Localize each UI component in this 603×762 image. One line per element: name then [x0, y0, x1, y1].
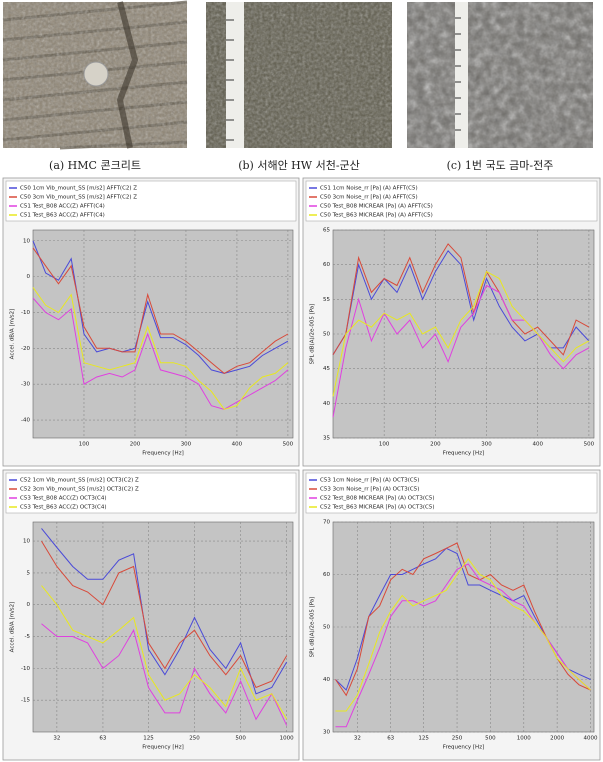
y-tick-label: 45: [323, 366, 330, 372]
x-tick-label: 300: [181, 442, 192, 448]
legend-label: C52 1cm Vib_mount_SS [m/s2] OCT3(C2) Z: [20, 478, 139, 484]
series-line: [41, 528, 288, 695]
series-line: [41, 623, 288, 726]
x-axis-label: Frequency [Hz]: [443, 745, 484, 751]
y-tick-label: 50: [323, 625, 330, 631]
y-tick-label: 70: [323, 520, 330, 526]
legend-label: C52 3cm Vib_mount_SS [m/s2] OCT3(C2) Z: [20, 487, 139, 493]
photo-national-road-1: [407, 2, 593, 148]
legend-box: [305, 180, 598, 222]
y-tick-label: 35: [323, 436, 330, 442]
x-tick-label: 125: [418, 736, 429, 742]
y-tick-label: 65: [323, 228, 330, 234]
y-axis-label: SPL dB(A)/2e-005 [Pa]: [310, 304, 316, 365]
x-tick-label: 4000: [584, 736, 598, 742]
series-line: [41, 585, 288, 720]
legend-label: C51 1cm Noise_rr [Pa] (A) AFFT(C5): [320, 186, 418, 192]
series-line: [32, 247, 289, 375]
y-axis-label: Accel. dB/A [m/s2]: [10, 309, 16, 360]
photo-seohaean-hw: [206, 2, 392, 148]
plot-area: [32, 521, 294, 733]
y-tick-label: 50: [323, 332, 330, 338]
legend-label: C51 Test_B63 ACC(Z) AFFT(C4): [20, 213, 105, 219]
y-tick-label: 30: [323, 730, 330, 736]
legend-label: C53 Test_B63 ACC(Z) OCT3(C4): [20, 505, 107, 511]
legend-box: [5, 180, 297, 222]
caption: (a) HMC 콘크리트: [49, 159, 141, 172]
x-tick-label: 32: [53, 736, 60, 742]
legend-box: [5, 472, 297, 514]
photo-hmc-concrete: [2, 0, 188, 150]
x-tick-label: 500: [485, 736, 496, 742]
x-axis-label: Frequency [Hz]: [142, 451, 183, 457]
y-tick-label: -20: [21, 346, 30, 352]
legend-label: C50 3cm Noise_rr [Pa] (A) AFFT(C5): [320, 195, 418, 201]
x-tick-label: 200: [430, 442, 441, 448]
x-tick-label: 1000: [517, 736, 531, 742]
y-tick-label: -10: [21, 310, 30, 316]
legend-label: C52 Test_B08 MICREAR [Pa] (A) OCT3(C5): [320, 496, 434, 502]
x-tick-label: 500: [584, 442, 595, 448]
x-tick-label: 2000: [550, 736, 564, 742]
y-tick-label: 5: [27, 570, 31, 576]
y-tick-label: 0: [27, 602, 31, 608]
y-tick-label: 55: [323, 297, 330, 303]
caption: (c) 1번 국도 금마-전주: [447, 159, 554, 172]
x-tick-label: 32: [354, 736, 361, 742]
legend-label: C52 Test_B63 MICREAR [Pa] (A) OCT3(C5): [320, 505, 434, 511]
legend-label: C50 1cm Vib_mount_SS [m/s2] AFFT(C2) Z: [20, 186, 137, 192]
legend-label: C50 Test_B63 MICREAR [Pa] (A) AFFT(C5): [320, 213, 433, 219]
series-line: [332, 284, 590, 418]
legend-label: C53 1cm Noise_rr [Pa] (A) OCT3(C5): [320, 478, 419, 484]
x-tick-label: 250: [189, 736, 200, 742]
y-tick-label: -5: [25, 634, 31, 640]
x-tick-label: 63: [387, 736, 394, 742]
y-tick-label: 60: [323, 572, 330, 578]
y-tick-label: 60: [323, 262, 330, 268]
y-tick-label: -40: [21, 418, 30, 424]
series-line: [332, 270, 590, 397]
y-tick-label: 40: [323, 677, 330, 683]
x-axis-label: Frequency [Hz]: [443, 451, 484, 457]
legend-label: C53 3cm Noise_rr [Pa] (A) OCT3(C5): [320, 487, 419, 493]
x-tick-label: 100: [79, 442, 90, 448]
y-tick-label: 10: [23, 539, 30, 545]
series-line: [335, 557, 591, 712]
y-tick-label: 40: [323, 401, 330, 407]
legend-label: C50 Test_B08 MICREAR [Pa] (A) AFFT(C5): [320, 204, 433, 210]
series-line: [41, 540, 288, 689]
legend-box: [305, 472, 598, 514]
legend-label: C51 Test_B08 ACC(Z) AFFT(C4): [20, 204, 105, 210]
legend-label: C53 Test_B08 ACC(Z) OCT3(C4): [20, 496, 107, 502]
x-tick-label: 200: [130, 442, 141, 448]
x-tick-label: 400: [532, 442, 543, 448]
x-tick-label: 100: [379, 442, 390, 448]
x-tick-label: 500: [235, 736, 246, 742]
y-tick-label: -10: [21, 666, 30, 672]
x-tick-label: 400: [232, 442, 243, 448]
y-tick-label: 0: [27, 274, 31, 280]
legend-label: C50 3cm Vib_mount_SS [m/s2] AFFT(C2) Z: [20, 195, 137, 201]
y-axis-label: SPL dB(A)/2e-005 [Pa]: [310, 597, 316, 658]
x-tick-label: 125: [143, 736, 154, 742]
x-tick-label: 300: [481, 442, 492, 448]
series-line: [332, 243, 590, 356]
series-line: [32, 287, 289, 410]
y-tick-label: 10: [23, 238, 30, 244]
y-tick-label: -15: [21, 698, 30, 704]
x-tick-label: 63: [99, 736, 106, 742]
caption: (b) 서해안 HW 서천-군산: [238, 158, 360, 172]
y-axis-label: Accel. dB/A [m/s2]: [10, 602, 16, 653]
x-axis-label: Frequency [Hz]: [142, 745, 183, 751]
x-tick-label: 1000: [280, 736, 294, 742]
x-tick-label: 500: [283, 442, 294, 448]
x-tick-label: 250: [452, 736, 463, 742]
series-line: [32, 297, 289, 410]
y-tick-label: -30: [21, 382, 30, 388]
